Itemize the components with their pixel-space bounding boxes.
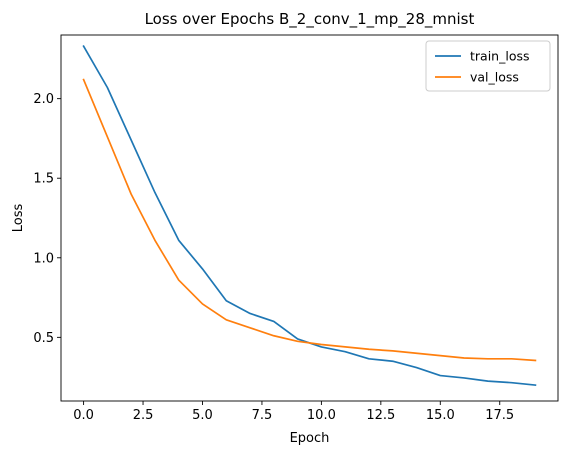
y-tick-label: 0.5 [33, 331, 54, 346]
y-tick-label: 2.0 [33, 92, 54, 107]
y-tick-label: 1.5 [33, 172, 54, 187]
x-axis-label: Epoch [290, 431, 330, 446]
legend: train_loss val_loss [425, 40, 551, 92]
x-tick-label: 5.0 [192, 408, 213, 423]
x-tick-label: 12.5 [366, 408, 395, 423]
x-axis: 0.0 2.5 5.0 7.5 10.0 12.5 15.0 17.5 [73, 401, 514, 423]
legend-label-val_loss: val_loss [470, 70, 519, 85]
x-tick-label: 0.0 [73, 408, 94, 423]
series-line-val_loss [82, 78, 537, 362]
legend-box [425, 40, 551, 92]
y-tick-label: 1.0 [33, 251, 54, 266]
legend-label-train_loss: train_loss [470, 49, 530, 64]
x-tick-label: 10.0 [307, 408, 336, 423]
y-axis-label: Loss [11, 204, 26, 233]
y-axis: 0.5 1.0 1.5 2.0 [33, 92, 61, 346]
plot-frame [60, 34, 559, 402]
series-line-train_loss [82, 44, 537, 387]
x-tick-label: 7.5 [252, 408, 273, 423]
plot-area [60, 34, 559, 402]
x-tick-label: 2.5 [133, 408, 154, 423]
chart-title: Loss over Epochs B_2_conv_1_mp_28_mnist [145, 10, 475, 29]
x-tick-label: 17.5 [485, 408, 514, 423]
x-tick-label: 15.0 [426, 408, 455, 423]
